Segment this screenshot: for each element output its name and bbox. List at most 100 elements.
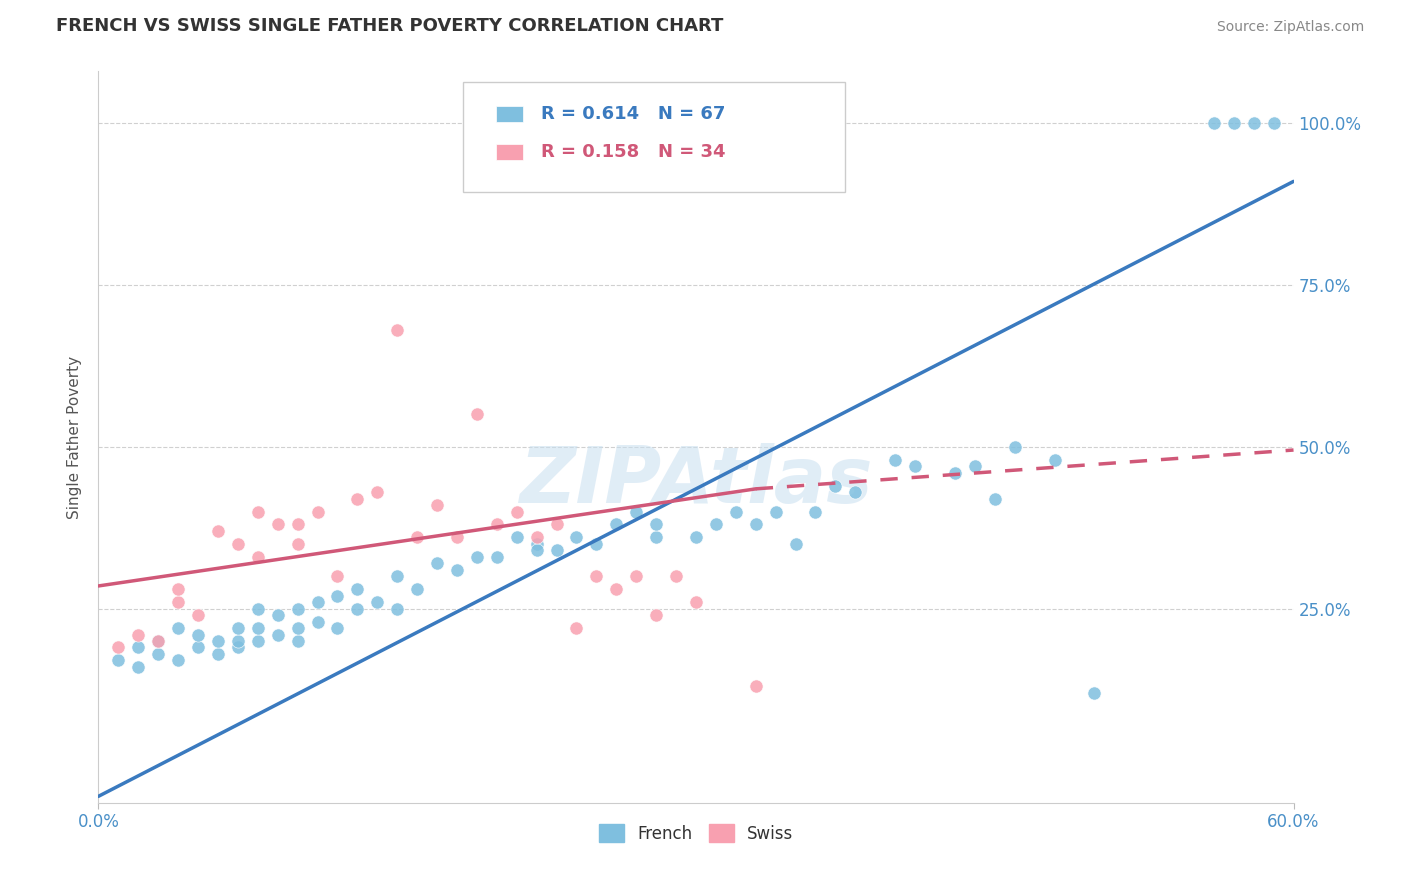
Point bbox=[804, 504, 827, 518]
Point bbox=[844, 485, 866, 500]
Point bbox=[565, 621, 588, 635]
Point bbox=[148, 634, 170, 648]
Point bbox=[167, 582, 190, 597]
Point bbox=[207, 647, 229, 661]
Point bbox=[1243, 116, 1265, 130]
Point bbox=[645, 517, 668, 532]
Point bbox=[385, 569, 409, 583]
Point bbox=[506, 504, 529, 518]
Point bbox=[226, 621, 249, 635]
Point bbox=[546, 543, 568, 558]
Point bbox=[167, 621, 190, 635]
Point bbox=[366, 485, 388, 500]
Point bbox=[127, 640, 149, 655]
Point bbox=[963, 459, 986, 474]
Legend: French, Swiss: French, Swiss bbox=[592, 818, 800, 849]
Point bbox=[187, 627, 209, 641]
Text: R = 0.158   N = 34: R = 0.158 N = 34 bbox=[541, 143, 725, 161]
Point bbox=[107, 640, 129, 655]
Point bbox=[326, 589, 349, 603]
Point bbox=[446, 530, 468, 544]
Point bbox=[226, 537, 249, 551]
Point bbox=[824, 478, 846, 492]
Point bbox=[765, 504, 787, 518]
Point bbox=[626, 504, 648, 518]
Point bbox=[307, 595, 329, 609]
Point bbox=[546, 517, 568, 532]
Point bbox=[187, 640, 209, 655]
Point bbox=[346, 582, 368, 597]
Point bbox=[506, 530, 529, 544]
Point bbox=[287, 621, 309, 635]
Point bbox=[984, 491, 1007, 506]
Point bbox=[884, 452, 907, 467]
Point bbox=[127, 627, 149, 641]
Point bbox=[704, 517, 727, 532]
Point bbox=[148, 634, 170, 648]
Point bbox=[605, 582, 627, 597]
Point bbox=[665, 569, 688, 583]
Point bbox=[526, 530, 548, 544]
Point bbox=[246, 549, 269, 564]
Point bbox=[346, 601, 368, 615]
Point bbox=[724, 504, 747, 518]
Point bbox=[346, 491, 368, 506]
Point bbox=[287, 517, 309, 532]
Point bbox=[127, 660, 149, 674]
Point bbox=[207, 524, 229, 538]
Point bbox=[904, 459, 927, 474]
Point bbox=[187, 608, 209, 623]
Point bbox=[645, 608, 668, 623]
Point bbox=[226, 640, 249, 655]
Text: FRENCH VS SWISS SINGLE FATHER POVERTY CORRELATION CHART: FRENCH VS SWISS SINGLE FATHER POVERTY CO… bbox=[56, 17, 724, 35]
Point bbox=[167, 595, 190, 609]
Point bbox=[307, 504, 329, 518]
Point bbox=[565, 530, 588, 544]
Point bbox=[287, 537, 309, 551]
Point bbox=[685, 530, 707, 544]
Point bbox=[148, 647, 170, 661]
Point bbox=[485, 517, 508, 532]
Point bbox=[226, 634, 249, 648]
Point bbox=[246, 621, 269, 635]
Point bbox=[267, 627, 290, 641]
Point bbox=[246, 601, 269, 615]
Point bbox=[605, 517, 627, 532]
Point bbox=[465, 408, 488, 422]
Point bbox=[446, 563, 468, 577]
Point bbox=[406, 582, 429, 597]
Point bbox=[465, 549, 488, 564]
Point bbox=[1202, 116, 1225, 130]
Point bbox=[326, 569, 349, 583]
Point bbox=[207, 634, 229, 648]
Point bbox=[385, 601, 409, 615]
Point bbox=[785, 537, 807, 551]
Point bbox=[645, 530, 668, 544]
Point bbox=[1004, 440, 1026, 454]
Point bbox=[943, 466, 966, 480]
Point bbox=[685, 595, 707, 609]
Point bbox=[1043, 452, 1066, 467]
Text: ZIPAtlas: ZIPAtlas bbox=[519, 443, 873, 519]
Point bbox=[267, 608, 290, 623]
FancyBboxPatch shape bbox=[496, 106, 523, 122]
Point bbox=[585, 569, 607, 583]
Point bbox=[366, 595, 388, 609]
Point bbox=[426, 498, 449, 512]
Point bbox=[745, 679, 768, 693]
Point bbox=[626, 569, 648, 583]
Y-axis label: Single Father Poverty: Single Father Poverty bbox=[67, 356, 83, 518]
Point bbox=[1223, 116, 1246, 130]
Point bbox=[326, 621, 349, 635]
Point bbox=[426, 557, 449, 571]
Text: Source: ZipAtlas.com: Source: ZipAtlas.com bbox=[1216, 21, 1364, 34]
Point bbox=[745, 517, 768, 532]
Point bbox=[485, 549, 508, 564]
Point bbox=[167, 653, 190, 667]
Point bbox=[246, 634, 269, 648]
FancyBboxPatch shape bbox=[463, 82, 845, 192]
Point bbox=[1263, 116, 1285, 130]
Point bbox=[526, 543, 548, 558]
Point bbox=[1083, 686, 1105, 700]
Point bbox=[287, 601, 309, 615]
